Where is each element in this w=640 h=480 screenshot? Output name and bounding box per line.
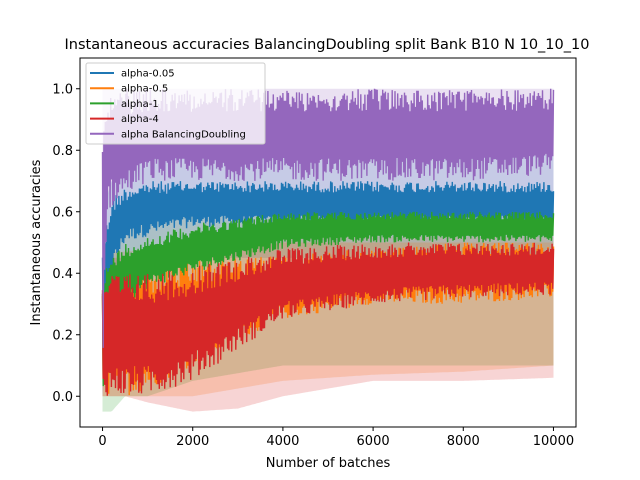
legend-label-alpha-1: alpha-1 — [121, 99, 159, 110]
x-tick-label: 8000 — [447, 434, 480, 449]
y-tick-label: 1.0 — [52, 82, 73, 97]
x-tick-label: 4000 — [266, 434, 299, 449]
legend-label-alpha-balancingdoubling: alpha BalancingDoubling — [121, 129, 246, 140]
y-tick-label: 0.2 — [52, 328, 73, 343]
legend-label-alpha-0-5: alpha-0.5 — [121, 84, 168, 95]
plot-area — [101, 88, 555, 412]
plot-frame — [79, 57, 577, 428]
series-line-alpha-0-05 — [101, 181, 555, 324]
x-tick-label: 10000 — [533, 434, 574, 449]
x-axis: 0 2000 4000 6000 8000 10000 — [98, 427, 574, 449]
legend-box — [85, 62, 266, 145]
legend-label-alpha-0-05: alpha-0.05 — [121, 69, 175, 80]
y-axis-label: Instantaneous accuracies — [29, 159, 44, 325]
legend: alpha-0.05 alpha-0.5 alpha-1 alpha-4 alpha B… — [85, 62, 266, 145]
x-tick-label: 2000 — [176, 434, 209, 449]
y-axis: 0.0 0.2 0.4 0.6 0.8 1.0 — [52, 82, 80, 405]
legend-items: alpha-0.05 alpha-0.5 alpha-1 alpha-4 alpha B… — [90, 69, 246, 140]
y-tick-label: 0.6 — [52, 205, 73, 220]
series-layer — [101, 88, 555, 396]
chart-title: Instantaneous accuracies BalancingDoubli… — [65, 37, 590, 53]
x-axis-label: Number of batches — [266, 456, 391, 471]
y-tick-label: 0.4 — [52, 267, 73, 282]
y-tick-label: 0.0 — [52, 390, 73, 405]
series-line-alpha-1 — [101, 211, 555, 387]
legend-label-alpha-4: alpha-4 — [121, 114, 159, 125]
x-tick-label: 0 — [98, 434, 106, 449]
series-line-alpha-4 — [101, 242, 555, 396]
y-tick-label: 0.8 — [52, 144, 73, 159]
x-tick-label: 6000 — [357, 434, 390, 449]
